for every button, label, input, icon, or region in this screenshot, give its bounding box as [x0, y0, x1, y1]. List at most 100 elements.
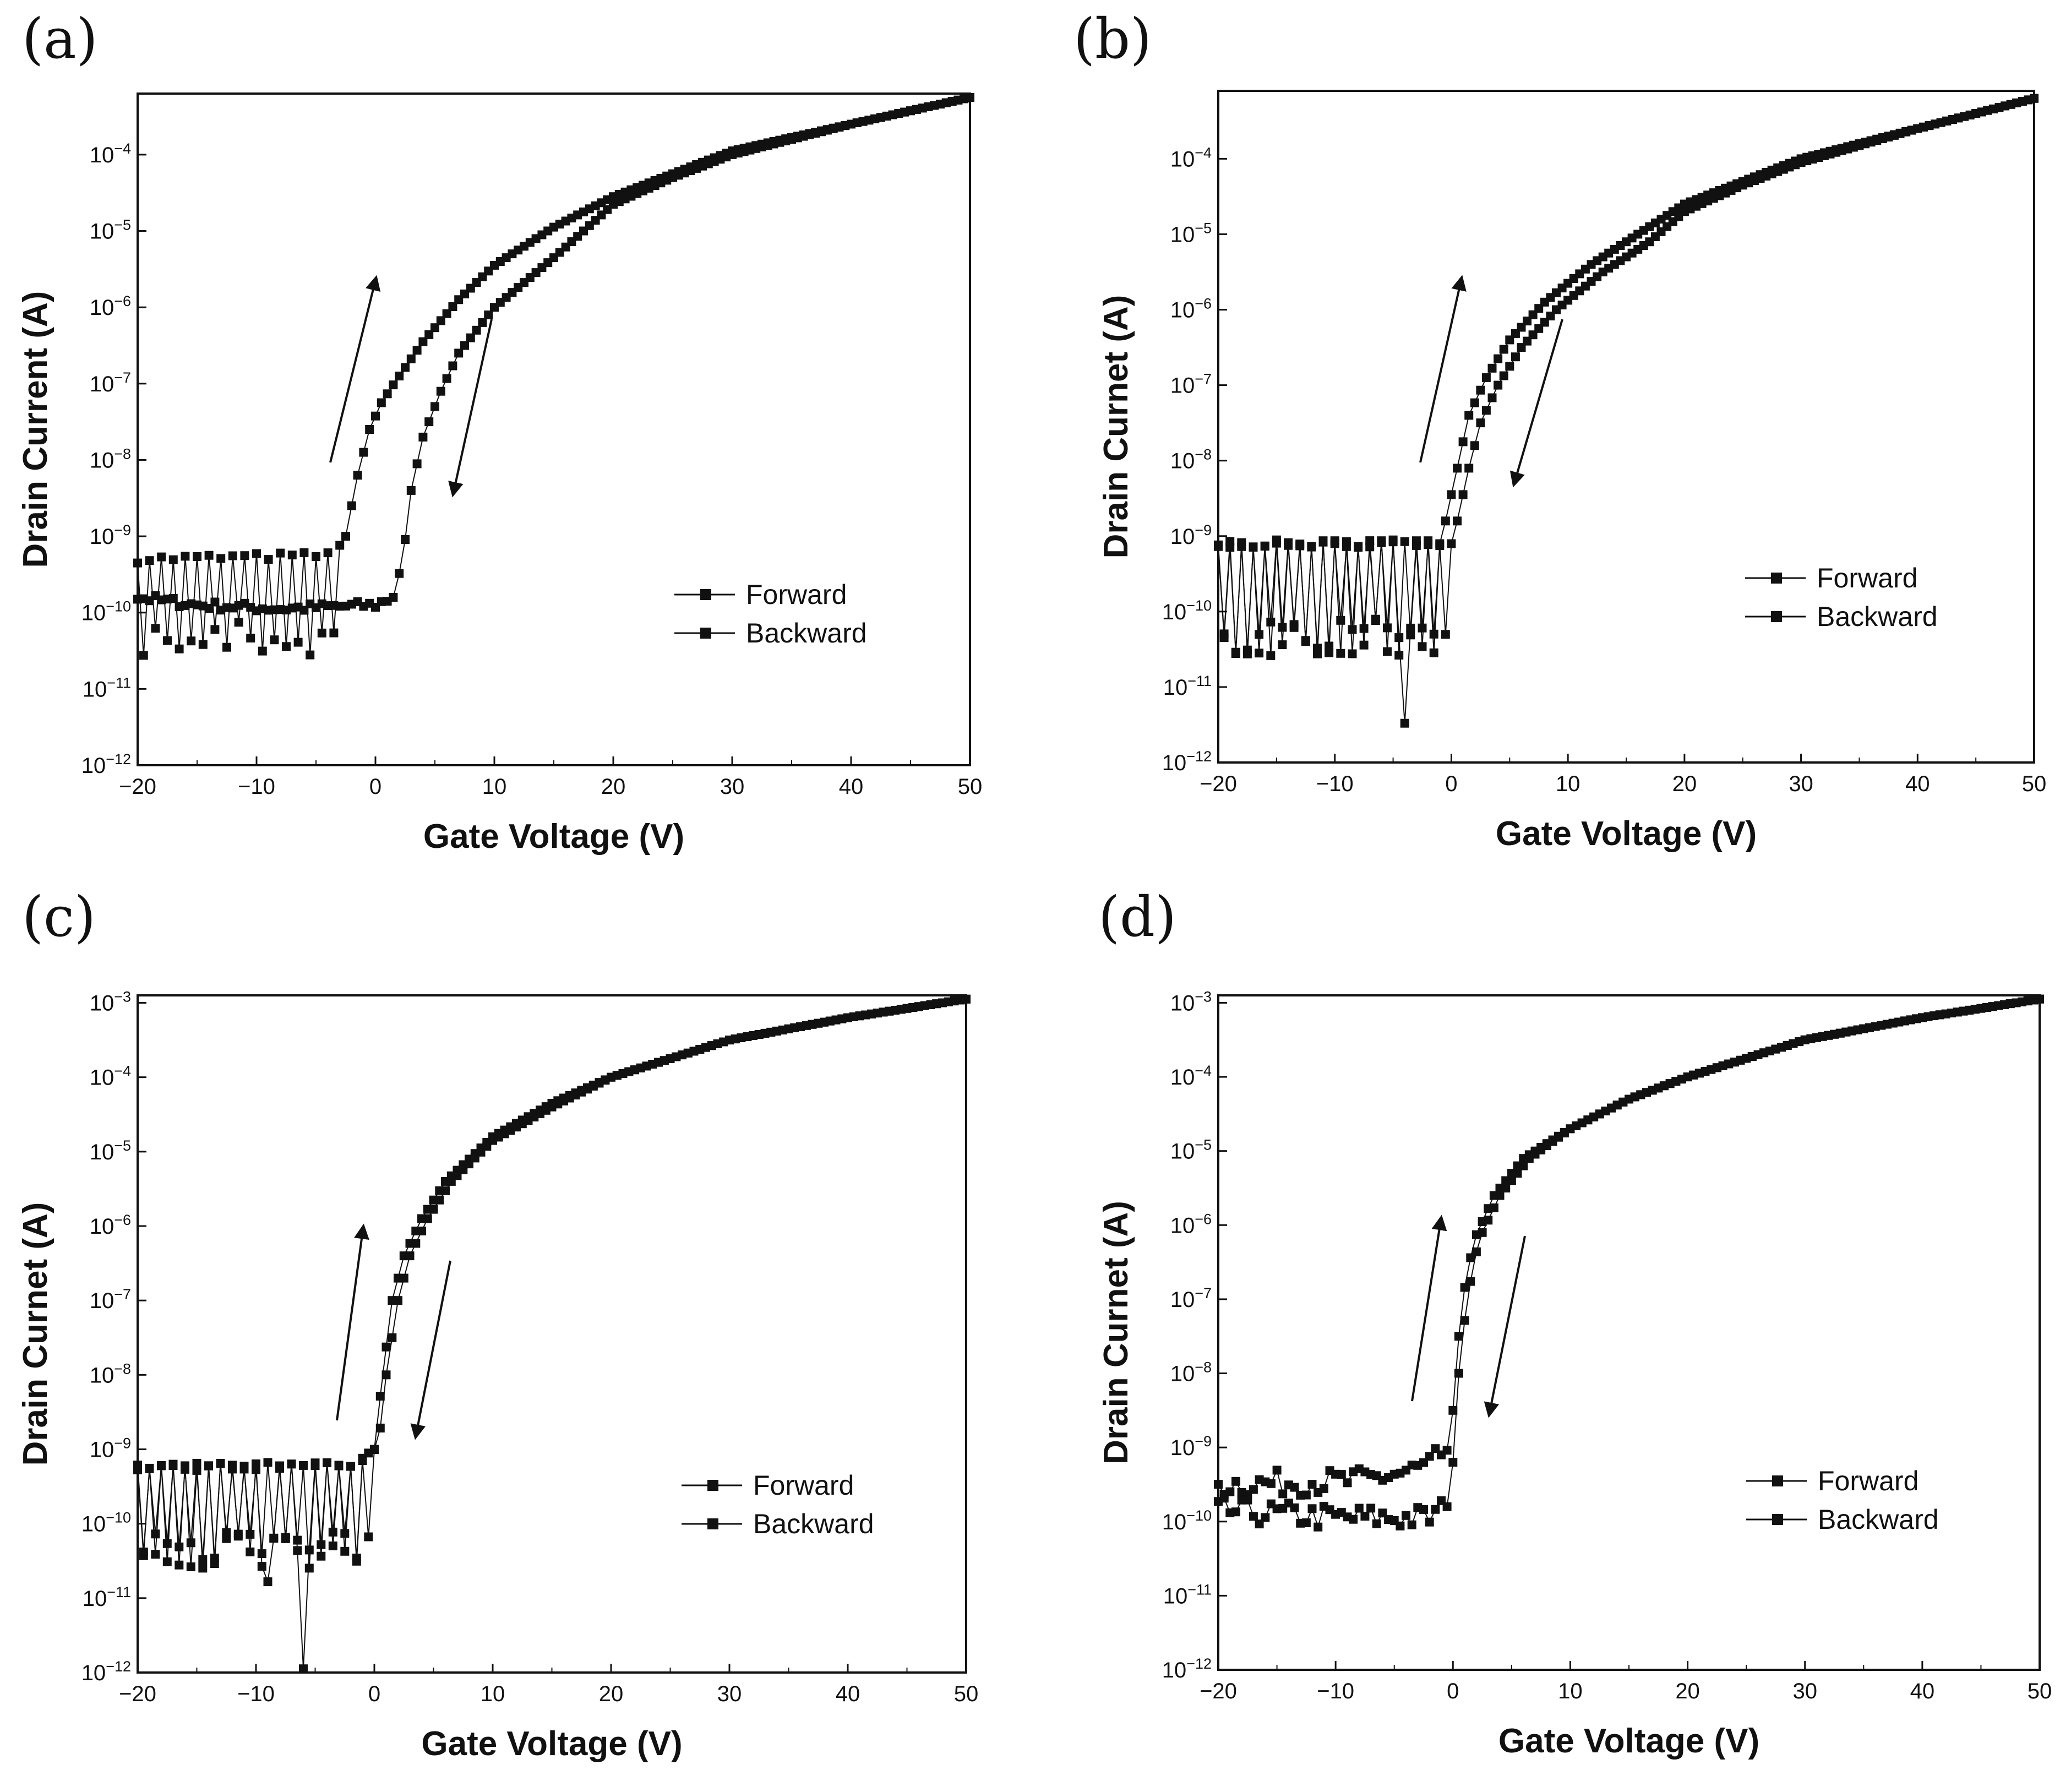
data-point [1431, 1505, 1440, 1514]
data-point [269, 1534, 279, 1543]
legend-marker [707, 1480, 718, 1491]
x-axis-title: Gate Voltage (V) [423, 818, 684, 856]
data-point [293, 638, 303, 647]
data-point [1513, 1169, 1522, 1178]
data-point [1470, 441, 1479, 450]
data-point [304, 1545, 314, 1555]
x-tick-label: 40 [1910, 1679, 1935, 1703]
x-tick-label: 0 [369, 775, 382, 799]
data-point [310, 1461, 320, 1470]
data-point [1383, 647, 1392, 656]
data-point [1495, 1191, 1505, 1200]
data-point [395, 569, 404, 578]
x-tick-label: −10 [237, 1682, 275, 1706]
data-point [275, 1464, 284, 1473]
y-axis-title: Drain Current (A) [17, 291, 55, 568]
data-point [405, 1251, 415, 1261]
data-point [175, 644, 184, 653]
legend-label: Forward [746, 579, 847, 610]
series-backward [133, 92, 974, 616]
data-point [1424, 536, 1433, 546]
data-point [1359, 624, 1369, 633]
x-tick-label: 40 [1905, 772, 1930, 796]
data-point [233, 1529, 243, 1539]
data-point [1429, 629, 1438, 639]
data-point [139, 1551, 148, 1560]
data-point [1231, 1507, 1240, 1517]
data-point [1371, 616, 1380, 625]
data-point [1418, 642, 1427, 651]
data-point [1337, 1470, 1346, 1479]
y-tick-label: 10−9 [90, 522, 131, 549]
data-point [1325, 648, 1334, 657]
x-tick-label: 40 [839, 775, 864, 799]
panel-label: (c) [22, 885, 96, 949]
data-point [1314, 1522, 1323, 1532]
data-point [1237, 538, 1246, 547]
y-tick-label: 10−8 [90, 445, 131, 472]
data-point [401, 535, 410, 544]
data-point [430, 402, 439, 411]
data-point [399, 1273, 408, 1283]
legend-label: Backward [746, 618, 867, 649]
data-point [1442, 1502, 1452, 1511]
data-point [192, 1458, 201, 1468]
x-tick-label: 50 [958, 775, 983, 799]
data-point [1394, 651, 1404, 660]
data-point [263, 1577, 273, 1587]
series-line [137, 96, 971, 612]
data-point [1266, 1479, 1276, 1488]
data-point [151, 1550, 160, 1559]
data-point [1454, 1332, 1463, 1341]
forward-sweep-arrow [1411, 1214, 1447, 1402]
data-point [412, 459, 422, 469]
x-tick-label: 30 [720, 775, 745, 799]
series-line [1218, 998, 2040, 1529]
y-axis-title: Drain Curnet (A) [1097, 295, 1135, 559]
data-point [478, 318, 487, 327]
data-point [1365, 536, 1375, 546]
data-point [436, 316, 445, 325]
x-tick-label: −20 [119, 1682, 156, 1706]
data-point [175, 1560, 184, 1570]
data-point [1458, 437, 1468, 446]
backward-sweep-arrow [1509, 319, 1563, 488]
data-point [282, 642, 291, 651]
data-point [472, 325, 481, 335]
x-tick-label: 30 [717, 1682, 742, 1706]
data-point [1255, 630, 1264, 639]
data-point [448, 361, 457, 371]
x-tick-label: 10 [482, 775, 507, 799]
data-point [382, 1342, 391, 1352]
legend-marker [1772, 1514, 1783, 1525]
data-point [1266, 651, 1276, 660]
data-point [435, 1195, 444, 1205]
y-tick-label: 10−10 [1162, 597, 1212, 624]
data-point [1301, 1518, 1311, 1527]
data-point [412, 346, 422, 355]
data-point [317, 1551, 326, 1561]
forward-sweep-arrow [336, 1223, 369, 1421]
series-backward [1214, 94, 2039, 660]
data-point [1219, 633, 1229, 642]
x-tick-label: 10 [1556, 772, 1581, 796]
data-point [329, 628, 339, 638]
data-point [346, 1462, 355, 1471]
x-tick-label: 20 [601, 775, 626, 799]
data-point [168, 594, 178, 603]
data-point [1484, 1216, 1493, 1225]
y-tick-label: 10−11 [1163, 1581, 1212, 1608]
panel-label: (d) [1098, 885, 1176, 949]
data-point [287, 551, 297, 560]
data-point [417, 1227, 426, 1235]
data-point [1487, 363, 1497, 373]
data-point [270, 635, 279, 645]
data-point [1214, 1480, 1223, 1489]
data-point [1290, 1503, 1299, 1512]
data-point [418, 337, 428, 346]
data-point [1354, 542, 1363, 551]
y-axis-title: Drain Curnet (A) [17, 1202, 55, 1466]
data-point [151, 624, 160, 633]
y-tick-label: 10−4 [90, 140, 131, 167]
data-point [365, 425, 374, 434]
